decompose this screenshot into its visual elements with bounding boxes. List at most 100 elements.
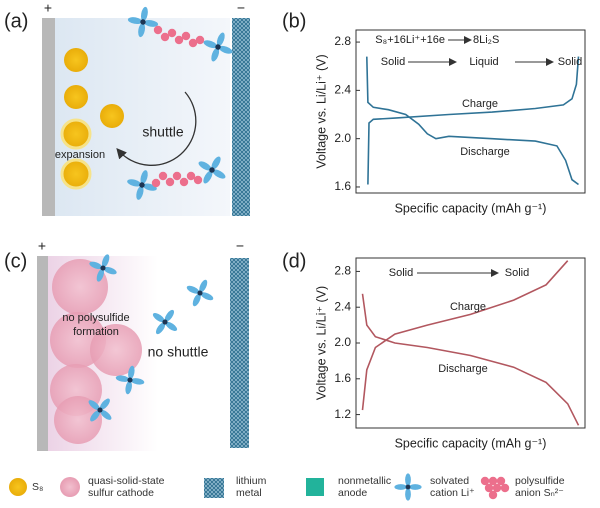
- legend-label: nonmetallic: [338, 475, 391, 487]
- y-axis-label: Voltage vs. Li/Li⁺ (V): [314, 54, 328, 168]
- polysulfide-bead: [188, 38, 198, 48]
- cation: [203, 32, 233, 62]
- shuttle-arrow: [116, 91, 197, 166]
- cation-lobe: [216, 32, 225, 47]
- minus: −: [237, 0, 245, 16]
- phase-label: Solid: [381, 56, 405, 68]
- polysulfide-bead: [160, 32, 170, 42]
- cation-lobe: [127, 179, 142, 187]
- cation-lobe: [405, 473, 411, 487]
- cation-lobe: [138, 22, 146, 38]
- no-polysulfide: formation: [73, 326, 119, 338]
- legend-label: cation Li⁺: [430, 487, 475, 499]
- curve: [361, 293, 580, 426]
- cation-lobe: [140, 170, 148, 185]
- polysulfide-bead: [172, 171, 182, 181]
- cation-center: [100, 265, 106, 271]
- plot-frame: [355, 257, 586, 429]
- cation-lobe: [130, 378, 145, 385]
- sulfur: [100, 104, 124, 128]
- legend-label: lithium: [236, 475, 267, 487]
- polysulfide-bead: [193, 175, 203, 185]
- cation-lobe: [203, 170, 213, 184]
- cation-lobe: [100, 409, 112, 420]
- polysulfide-bead: [488, 490, 498, 500]
- phase-label: Solid: [558, 56, 582, 68]
- phase-label: Liquid: [469, 56, 498, 68]
- polysulfide-bead: [174, 35, 184, 45]
- anode: [230, 258, 249, 448]
- sulfur: [64, 85, 88, 109]
- legend-label: anion Sₙ²⁻: [515, 487, 564, 499]
- cation-lobe: [394, 484, 408, 490]
- cathode: [37, 256, 48, 451]
- cation-lobe: [101, 254, 110, 268]
- cation-lobe: [115, 375, 130, 382]
- legend-label: anode: [338, 487, 367, 499]
- phase-label: Solid: [505, 267, 529, 279]
- y-tick-label: 2.0: [334, 335, 351, 349]
- cation-lobe: [90, 410, 101, 422]
- y-tick-label: 1.2: [334, 407, 351, 421]
- cation-lobe: [88, 400, 100, 411]
- y-tick-label: 2.8: [334, 264, 351, 278]
- annotation: Discharge: [460, 146, 510, 158]
- y-tick-label: 2.4: [334, 299, 351, 313]
- legend-label: sulfur cathode: [88, 487, 154, 499]
- cation: [115, 365, 145, 395]
- polysulfide-bead: [500, 483, 510, 493]
- cation-center: [127, 377, 133, 383]
- cation-lobe: [164, 309, 175, 322]
- panel-label: (a): [4, 10, 28, 32]
- cation-lobe: [203, 40, 218, 49]
- anode: [232, 18, 250, 216]
- cation-lobe: [103, 266, 117, 275]
- quasi-solid-sulfur: [54, 396, 102, 444]
- cation-center: [197, 290, 203, 296]
- legend-sulfur: [9, 478, 27, 496]
- cation: [198, 156, 226, 184]
- polysulfide-bead: [195, 35, 205, 45]
- plus: +: [44, 0, 52, 16]
- y-tick-label: 1.6: [334, 371, 351, 385]
- chart: (b) 1.6 2.0 2.4 2.8 Voltage vs. Li/Li⁺ (V) Spe…: [282, 10, 586, 215]
- legend-nonmetallic: [306, 478, 324, 496]
- legend-label: polysulfide: [515, 475, 565, 487]
- cation-lobe: [96, 268, 105, 282]
- cathode: [42, 18, 55, 216]
- cation-center: [140, 19, 146, 25]
- quasi-solid-sulfur: [52, 259, 108, 315]
- panel-label: (c): [4, 250, 27, 272]
- y-axis-label: Voltage vs. Li/Li⁺ (V): [314, 286, 328, 400]
- x-axis-label: Specific capacity (mAh g⁻¹): [395, 201, 547, 215]
- legend-label: metal: [236, 487, 262, 499]
- y-tick-label: 2.8: [334, 34, 351, 48]
- polysulfide-bead: [186, 171, 196, 181]
- polysulfide-bead: [496, 476, 506, 486]
- cation-lobe: [211, 156, 221, 170]
- annotation: Charge: [462, 98, 498, 110]
- polysulfide-bead: [165, 177, 175, 187]
- cation-lobe: [99, 398, 110, 410]
- cation-lobe: [165, 321, 178, 332]
- cation-lobe: [408, 484, 422, 490]
- polysulfide-bead: [151, 178, 161, 188]
- cation-lobe: [199, 279, 208, 293]
- cation: [89, 254, 117, 282]
- cation-center: [405, 484, 411, 490]
- polysulfide-bead: [181, 31, 191, 41]
- sulfur: [60, 158, 92, 190]
- curve: [361, 260, 569, 411]
- polysulfide-bead: [480, 476, 490, 486]
- polysulfide-bead: [158, 171, 168, 181]
- chart: (d) 1.2 1.6 2.0 2.4 2.8 Voltage vs. Li/Li⁺ (V)…: [282, 250, 586, 450]
- cation-lobe: [211, 47, 220, 62]
- cation: [88, 398, 112, 422]
- expansion-label: expansion: [55, 149, 105, 161]
- cation-lobe: [128, 365, 135, 380]
- cation: [186, 279, 214, 307]
- cation-lobe: [89, 261, 103, 270]
- cation-center: [97, 407, 103, 413]
